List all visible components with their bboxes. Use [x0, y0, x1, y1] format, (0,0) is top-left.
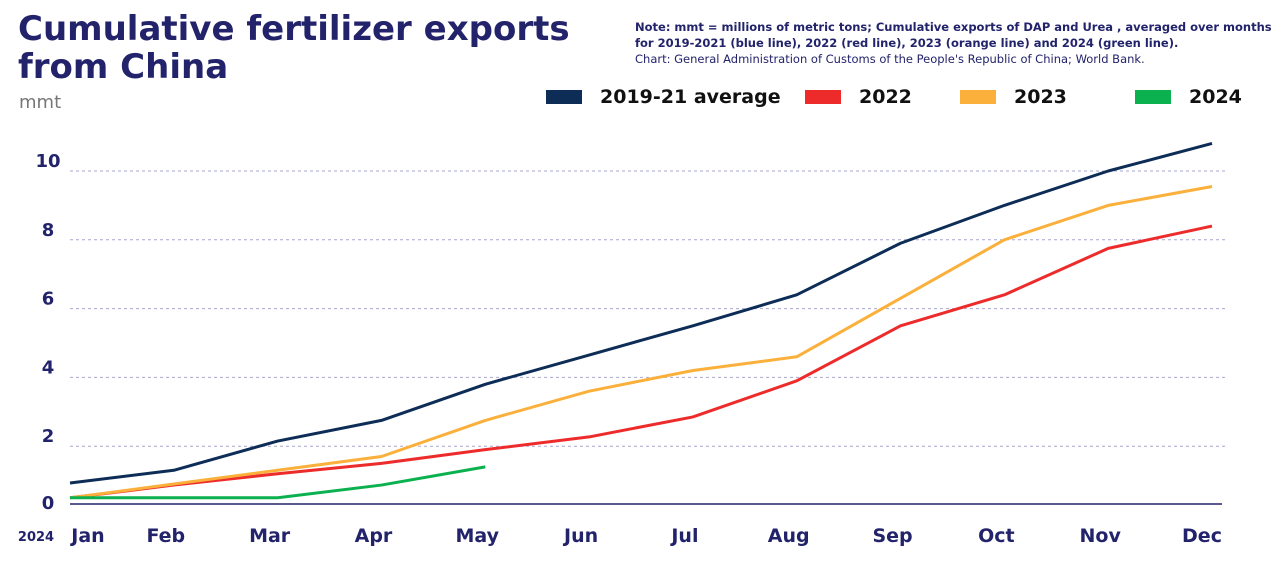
y-tick-label: 4: [42, 357, 55, 378]
legend-item-2023: 2023: [960, 86, 1067, 108]
legend: 2019-21 average 2022 2023 2024: [0, 86, 1280, 116]
legend-label: 2019-21 average: [600, 86, 781, 108]
y-tick-label: 2: [42, 426, 55, 447]
source-text: Chart: General Administration of Customs…: [635, 52, 1145, 66]
y-tick-label: 6: [42, 289, 55, 310]
x-tick-label: Jan: [69, 525, 104, 547]
legend-label: 2022: [859, 86, 912, 108]
legend-swatch: [960, 90, 996, 104]
legend-swatch: [1135, 90, 1171, 104]
series-line-2019-21-average: [69, 142, 1213, 485]
legend-swatch: [546, 90, 582, 104]
legend-item-2019-21: 2019-21 average: [546, 86, 781, 108]
x-axis-year-label: 2024: [18, 530, 54, 545]
legend-swatch: [805, 90, 841, 104]
series-line-2022: [69, 224, 1213, 500]
y-tick-label: 10: [35, 151, 60, 172]
chart-title: Cumulative fertilizer exports from China: [18, 9, 570, 87]
note-text: Note: mmt = millions of metric tons; Cum…: [635, 20, 1272, 50]
chart-note: Note: mmt = millions of metric tons; Cum…: [635, 19, 1275, 67]
x-tick-label: Sep: [872, 525, 912, 547]
x-tick-label: Dec: [1182, 525, 1222, 547]
y-axis-unit: mmt: [19, 92, 62, 113]
y-tick-label: 0: [42, 493, 55, 514]
x-tick-label: Aug: [768, 525, 810, 547]
x-tick-label: Nov: [1080, 525, 1122, 547]
x-tick-label: Oct: [978, 525, 1015, 547]
legend-label: 2024: [1189, 86, 1242, 108]
x-tick-label: Apr: [355, 525, 393, 547]
x-tick-label: Mar: [249, 525, 291, 547]
legend-label: 2023: [1014, 86, 1067, 108]
x-tick-label: Jul: [669, 525, 698, 547]
x-tick-label: May: [456, 525, 500, 547]
legend-item-2024: 2024: [1135, 86, 1242, 108]
series-line-2023: [69, 185, 1213, 500]
x-tick-label: Feb: [146, 525, 185, 547]
legend-item-2022: 2022: [805, 86, 912, 108]
y-tick-label: 8: [42, 220, 55, 241]
x-tick-label: Jun: [562, 525, 598, 547]
